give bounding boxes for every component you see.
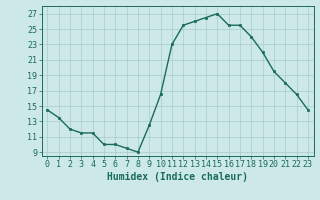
X-axis label: Humidex (Indice chaleur): Humidex (Indice chaleur) bbox=[107, 172, 248, 182]
